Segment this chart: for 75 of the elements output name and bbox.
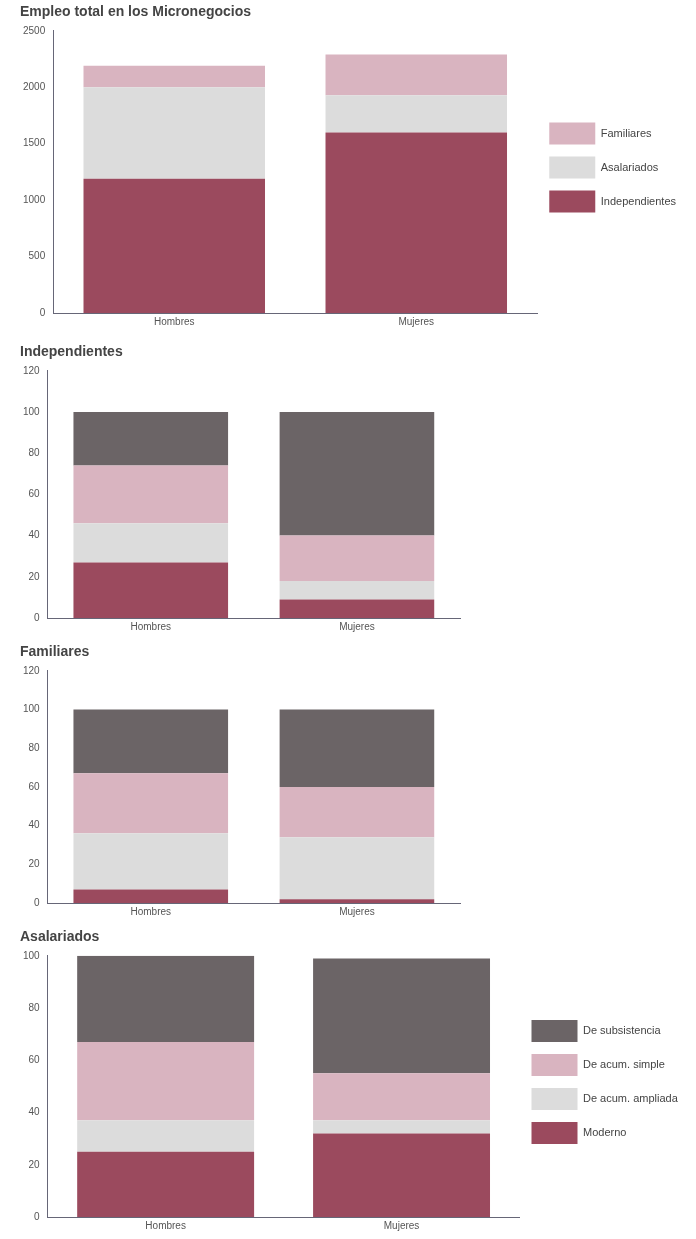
bar [279,599,435,618]
y-tick-label: 2000 [23,80,46,92]
x-tick-label: Hombres [130,620,172,632]
y-tick-label: 80 [28,1001,41,1013]
y-tick-label: 0 [34,896,41,908]
legend-label: Moderno [583,1126,627,1139]
x-tick-label: Hombres [153,315,195,327]
bar [73,523,229,563]
y-tick-label: 40 [28,529,41,541]
bar [83,178,266,313]
y-tick-label: 20 [28,570,41,582]
legend-label: Familiares [600,126,652,139]
y-tick-label: 500 [28,250,46,262]
y-tick-label: 20 [28,858,41,870]
bar [279,709,435,787]
x-tick-label: Mujeres [383,1219,420,1231]
y-tick-label: 80 [28,741,41,753]
legend-label: De acum. simple [583,1058,665,1071]
bar [77,1042,255,1121]
y-tick-label: 0 [34,611,41,623]
bar [279,786,435,838]
bar [313,958,491,1074]
bar [313,1120,491,1134]
legend-label: Asalariados [600,160,659,173]
y-tick-label: 80 [28,446,41,458]
y-tick-label: 120 [23,664,41,676]
chart-title: Familiares [20,643,90,660]
chart-title: Empleo total en los Micronegocios [20,3,252,20]
bar [77,1151,255,1217]
legend-label: De subsistencia [583,1024,662,1037]
y-tick-label: 100 [23,703,41,715]
bar [73,412,229,466]
y-tick-label: 60 [28,1054,41,1066]
chart-title: Independientes [20,343,123,360]
x-tick-label: Mujeres [339,620,375,632]
x-tick-label: Hombres [145,1219,186,1231]
y-tick-label: 40 [28,1106,41,1118]
bar [83,65,266,88]
bar [279,580,435,600]
bar [73,889,229,903]
x-tick-label: Mujeres [398,315,435,327]
bar [83,87,266,179]
y-tick-label: 0 [39,306,46,318]
bar [73,833,229,890]
y-tick-label: 1000 [23,193,46,205]
y-tick-label: 1500 [23,137,46,149]
bar [279,899,435,903]
bar [279,837,435,900]
bar [73,562,229,618]
bar [325,54,508,96]
y-tick-label: 60 [28,488,41,500]
bar [279,412,435,536]
chart-title: Asalariados [20,928,100,945]
y-tick-label: 2500 [23,24,46,36]
bar [325,95,508,133]
x-tick-label: Mujeres [339,905,375,917]
y-tick-label: 20 [28,1158,41,1170]
bar [279,535,435,581]
y-tick-label: 0 [34,1210,41,1222]
bar [73,709,229,774]
bar [73,465,229,524]
y-tick-label: 100 [23,405,41,417]
bar [73,773,229,834]
bar [313,1073,491,1121]
legend-label: Independientes [600,194,677,207]
y-tick-label: 60 [28,780,41,792]
y-tick-label: 100 [23,949,41,961]
y-tick-label: 120 [23,364,41,376]
bar [77,1120,255,1152]
legend-label: De acum. ampliada [583,1092,679,1105]
bar [325,132,508,313]
x-tick-label: Hombres [130,905,172,917]
bar [77,955,255,1042]
bar [313,1133,491,1217]
y-tick-label: 40 [28,819,41,831]
